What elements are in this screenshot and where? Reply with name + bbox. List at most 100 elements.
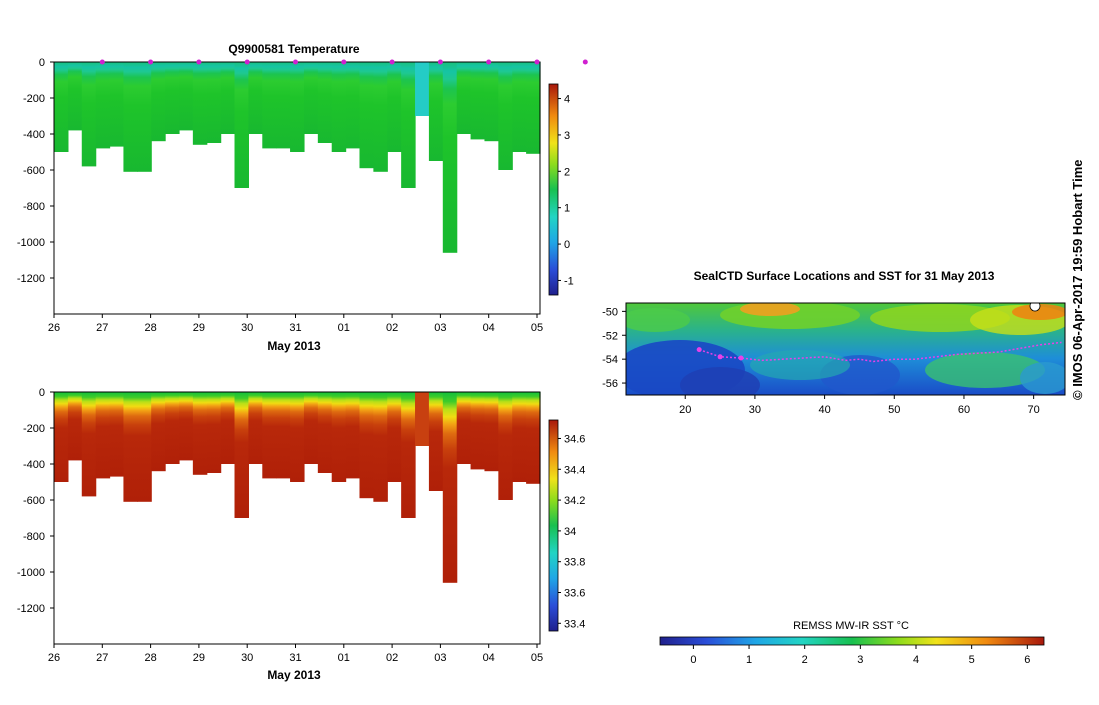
profile-cell (54, 392, 69, 482)
sst-colorbar (659, 636, 1045, 646)
x-tick-label: 28 (144, 322, 156, 334)
profile-cell (387, 62, 402, 152)
profile-cell (428, 392, 444, 491)
profile-cell (498, 392, 513, 500)
sst-colorbar-tick-label: 1 (746, 654, 752, 666)
profile-cell (456, 392, 472, 464)
temperature-colorbar-ticks: -1 0 1 2 3 4 (558, 94, 574, 287)
y-tick-label: 0 (39, 57, 45, 69)
profile-cell (137, 62, 152, 172)
y-tick-label: -600 (23, 165, 45, 177)
profile-cell (178, 392, 194, 461)
y-tick-label: -400 (23, 459, 45, 471)
profile-cell (484, 62, 499, 142)
profile-cell (484, 392, 499, 472)
profile-cell (109, 392, 125, 477)
profile-cell (165, 392, 180, 464)
colorbar-tick-label: 0 (564, 239, 570, 251)
profile-cell (526, 62, 541, 154)
profile-cell (220, 392, 236, 464)
salinity-colorbar (548, 419, 559, 632)
sst-map-plot: SealCTD Surface Locations and SST for 31… (602, 269, 1066, 666)
x-tick-label: 29 (193, 322, 205, 334)
profile-cell (206, 62, 222, 143)
x-tick-label: 01 (338, 322, 350, 334)
imos-credit-text: © IMOS 06-Apr-2017 19:59 Hobart Time (1070, 159, 1085, 400)
surfacing-marker (293, 59, 298, 65)
profile-cell (359, 62, 374, 169)
y-tick-label: -400 (23, 129, 45, 141)
profile-cell (512, 392, 527, 482)
y-tick-label: 0 (39, 387, 45, 399)
profile-cell (401, 62, 416, 188)
profile-cell (276, 392, 291, 479)
surfacing-markers (99, 59, 588, 65)
profile-cell (220, 62, 236, 134)
profile-cell (317, 62, 333, 143)
lat-tick-label: -56 (602, 378, 618, 390)
profile-cell (248, 62, 263, 134)
x-tick-label: 01 (338, 652, 350, 664)
colorbar-tick-label: 33.6 (564, 587, 585, 599)
y-tick-label: -200 (23, 93, 45, 105)
profile-cell (276, 62, 291, 149)
x-tick-label: 05 (531, 652, 543, 664)
salinity-profile-cells (54, 392, 541, 583)
sst-colorbar-ticks: 0 1 2 3 4 5 6 (690, 645, 1030, 666)
temperature-section-plot: Q9900581 Temperature 0 -200 -400 -600 -800 -1… (17, 42, 588, 353)
profile-cell (67, 392, 83, 461)
colorbar-tick-label: 34.2 (564, 495, 585, 507)
x-tick-label: 02 (386, 322, 398, 334)
salinity-y-axis: 0 -200 -400 -600 -800 -1000 -1200 (17, 387, 54, 615)
sst-colorbar-tick-label: 2 (802, 654, 808, 666)
surfacing-marker (99, 59, 105, 65)
x-tick-label: 26 (48, 652, 60, 664)
profile-cell (373, 62, 388, 172)
colorbar-tick-label: 33.8 (564, 557, 585, 569)
surfacing-marker (582, 59, 588, 65)
profile-cell (151, 62, 166, 142)
colorbar-tick-label: 33.4 (564, 618, 585, 630)
lon-tick-label: 30 (749, 404, 761, 416)
map-title: SealCTD Surface Locations and SST for 31… (694, 269, 995, 283)
colorbar-tick-label: 34.4 (564, 464, 585, 476)
profile-cell (428, 62, 444, 161)
salinity-x-axis-label: May 2013 (267, 668, 321, 682)
salinity-plot-frame (53, 391, 541, 645)
temperature-profile-cells (54, 62, 541, 253)
y-tick-label: -1200 (17, 603, 45, 615)
colorbar-tick-label: 3 (564, 130, 570, 142)
lat-tick-label: -54 (602, 354, 618, 366)
map-frame (625, 302, 1066, 396)
sst-colorbar-label: REMSS MW-IR SST °C (793, 620, 909, 632)
profile-cell (331, 62, 347, 152)
profile-cell (290, 62, 305, 152)
lat-tick-label: -50 (602, 306, 618, 318)
lon-tick-label: 40 (818, 404, 830, 416)
profile-cell (81, 62, 97, 167)
profile-cell (262, 392, 277, 479)
profile-cell (165, 62, 180, 134)
lon-tick-label: 20 (679, 404, 691, 416)
profile-cell (401, 392, 416, 518)
surface-location-point (738, 355, 744, 361)
x-tick-label: 26 (48, 322, 60, 334)
colorbar-tick-label: -1 (564, 275, 574, 287)
y-tick-label: -800 (23, 201, 45, 213)
profile-cell (234, 392, 249, 518)
x-tick-label: 03 (434, 322, 446, 334)
y-tick-label: -200 (23, 423, 45, 435)
x-tick-label: 30 (241, 652, 253, 664)
seal-surface-locations (696, 347, 744, 361)
sst-colorbar-tick-label: 6 (1024, 654, 1030, 666)
profile-cell (345, 392, 361, 479)
salinity-x-axis: 26 27 28 29 30 31 01 02 03 04 05 (48, 644, 543, 664)
profile-cell (415, 62, 430, 116)
sst-field (626, 303, 1065, 395)
x-tick-label: 05 (531, 322, 543, 334)
profile-cell (415, 392, 430, 446)
profile-cell (526, 392, 541, 484)
profile-cell (470, 62, 486, 140)
profile-cell (512, 62, 527, 152)
sst-colorbar-tick-label: 4 (913, 654, 919, 666)
